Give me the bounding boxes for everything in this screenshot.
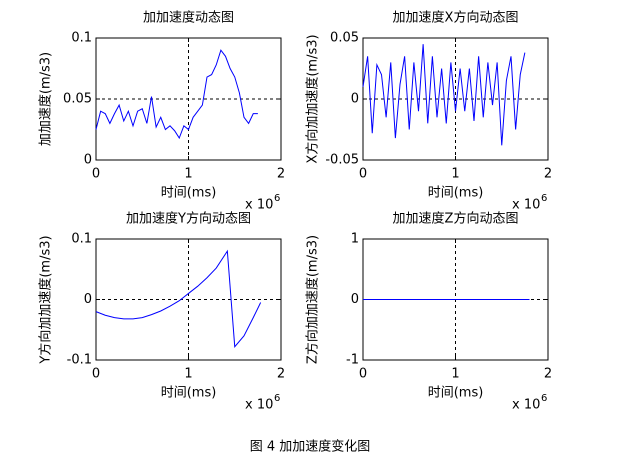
y-tick-label: 0 — [351, 292, 359, 307]
x-axis-label: 时间(ms) — [161, 186, 217, 201]
x-tick-label: 1 — [451, 367, 459, 382]
x-tick-label: 2 — [277, 167, 285, 182]
data-line — [95, 49, 258, 140]
y-tick-label: 0.1 — [71, 31, 92, 46]
x-tick-label: 2 — [544, 367, 552, 382]
x-multiplier: x 10 — [512, 198, 540, 213]
x-tick-label: 0 — [359, 167, 367, 182]
x-tick-label: 0 — [92, 367, 100, 382]
x-axis-label: 时间(ms) — [161, 386, 217, 401]
x-axis-label: 时间(ms) — [428, 386, 484, 401]
y-tick-label: -0.05 — [325, 153, 359, 168]
x-tick-label: 2 — [544, 167, 552, 182]
chart-title: 加加速度X方向动态图 — [393, 10, 519, 26]
data-line — [362, 44, 526, 146]
x-multiplier-exponent: 6 — [541, 193, 547, 204]
x-multiplier: x 10 — [245, 198, 273, 213]
y-axis-label: X方向加加速度(m/s3) — [305, 34, 321, 163]
x-tick-label: 1 — [184, 167, 192, 182]
x-multiplier-exponent: 6 — [541, 393, 547, 404]
y-tick-label: 0.1 — [71, 232, 92, 247]
data-line — [95, 249, 262, 348]
y-tick-label: 0 — [84, 292, 92, 307]
y-tick-label: -0.1 — [67, 353, 92, 368]
x-multiplier: x 10 — [245, 398, 273, 413]
y-tick-label: 0 — [84, 153, 92, 168]
x-tick-label: 2 — [277, 367, 285, 382]
x-multiplier-exponent: 6 — [274, 393, 280, 404]
x-multiplier: x 10 — [512, 398, 540, 413]
y-tick-label: 0 — [351, 92, 359, 107]
y-tick-label: 1 — [351, 232, 359, 247]
y-tick-label: 0.05 — [63, 92, 92, 107]
y-tick-label: -1 — [346, 353, 359, 368]
chart-title: 加加速度Y方向动态图 — [126, 211, 251, 227]
x-tick-label: 1 — [184, 367, 192, 382]
x-tick-label: 0 — [92, 167, 100, 182]
x-axis-label: 时间(ms) — [428, 186, 484, 201]
x-tick-label: 1 — [451, 167, 459, 182]
caption: 图 4 加加速度变化图 — [250, 439, 371, 455]
x-tick-label: 0 — [359, 367, 367, 382]
y-axis-label: 加加速度(m/s3) — [38, 52, 54, 146]
chart-title: 加加速度Z方向动态图 — [393, 211, 519, 227]
x-multiplier-exponent: 6 — [274, 193, 280, 204]
y-axis-label: Y方向加加速度(m/s3) — [38, 235, 54, 364]
y-tick-label: 0.05 — [330, 31, 359, 46]
y-axis-label: Z方向加加速度(m/s3) — [305, 235, 321, 364]
chart-title: 加加速度动态图 — [143, 10, 234, 26]
